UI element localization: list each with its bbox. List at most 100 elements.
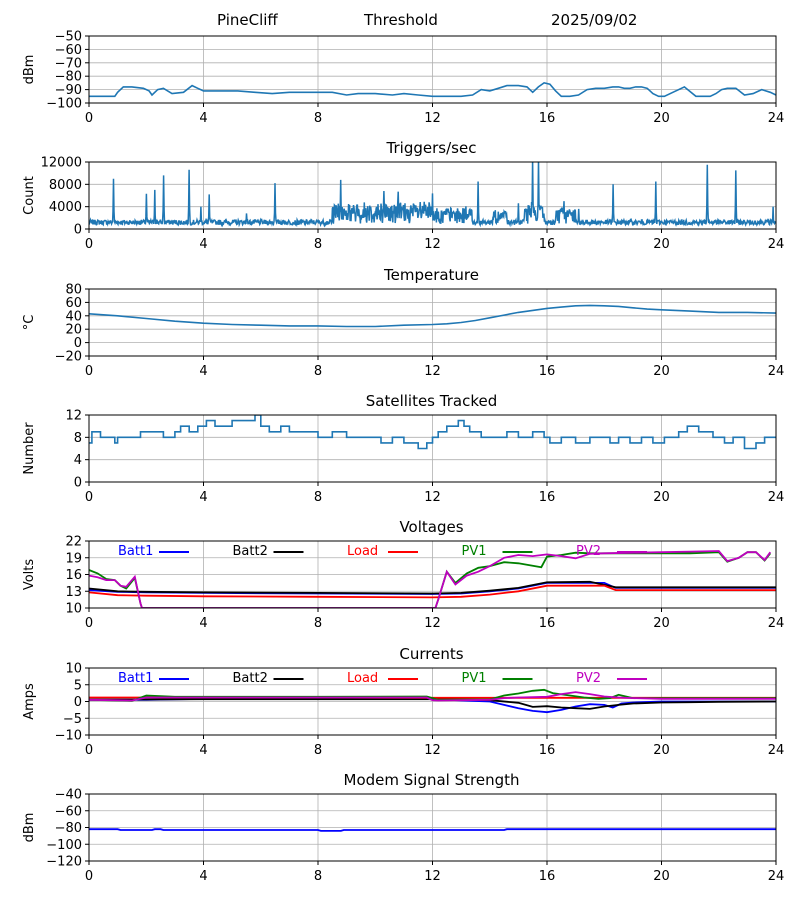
temperature-title: Temperature xyxy=(383,266,479,284)
triggers-ytick-label: 12000 xyxy=(41,156,82,171)
triggers-ytick-label: 0 xyxy=(74,223,82,238)
temperature-ytick-label: −20 xyxy=(55,350,82,365)
rssi-xtick-label: 16 xyxy=(539,111,556,126)
currents-series-batt2-1 xyxy=(89,698,776,710)
triggers-ytick-label: 4000 xyxy=(49,200,82,215)
temperature-xtick-label: 4 xyxy=(199,364,207,379)
voltages-ytick-label: 13 xyxy=(65,585,82,600)
modem-ytick-label: −40 xyxy=(55,788,82,803)
voltages-ytick-label: 16 xyxy=(65,568,82,583)
voltages-xtick-label: 4 xyxy=(199,616,207,631)
temperature-ylabel: °C xyxy=(22,315,37,331)
voltages-series-batt2-1 xyxy=(89,580,776,595)
voltages-xtick-label: 8 xyxy=(314,616,322,631)
satellites-xtick-label: 16 xyxy=(539,490,556,505)
triggers-plot-area xyxy=(89,162,776,228)
satellites-ytick-label: 4 xyxy=(74,453,82,468)
currents-legend-pv1-label: PV1 xyxy=(462,671,487,686)
satellites-series-line-0 xyxy=(89,415,776,450)
voltages-plot-area xyxy=(89,550,776,608)
currents-xtick-label: 24 xyxy=(768,743,785,758)
currents-ytick-label: −5 xyxy=(63,712,82,727)
temperature-ytick-label: 0 xyxy=(74,336,82,351)
satellites-xtick-label: 12 xyxy=(424,490,441,505)
currents-xtick-label: 0 xyxy=(85,743,93,758)
triggers-xtick-label: 20 xyxy=(653,237,670,252)
temperature-ytick-label: 60 xyxy=(65,296,82,311)
triggers-xtick-label: 4 xyxy=(199,237,207,252)
triggers-xtick-label: 0 xyxy=(85,237,93,252)
modem-xtick-label: 4 xyxy=(199,869,207,884)
triggers-ylabel: Count xyxy=(22,176,37,215)
rssi-ytick-label: −80 xyxy=(55,70,82,85)
satellites-xtick-label: 8 xyxy=(314,490,322,505)
voltages-legend-pv1-label: PV1 xyxy=(462,544,487,559)
modem-xtick-label: 0 xyxy=(85,869,93,884)
modem-plot-area xyxy=(89,828,776,832)
currents-title: Currents xyxy=(399,645,463,663)
temperature-plot-area xyxy=(89,304,776,328)
header-site: PineCliff xyxy=(217,11,278,29)
voltages-ytick-label: 22 xyxy=(65,535,82,550)
rssi-ylabel: dBm xyxy=(22,55,37,85)
currents-plot-area xyxy=(89,688,776,714)
modem-xtick-label: 8 xyxy=(314,869,322,884)
voltages-legend-pv2-label: PV2 xyxy=(576,544,601,559)
satellites-ytick-label: 12 xyxy=(65,409,82,424)
modem-ytick-label: −120 xyxy=(46,855,82,870)
modem-title: Modem Signal Strength xyxy=(344,771,520,789)
rssi-series-line-0 xyxy=(89,82,776,98)
currents-xtick-label: 20 xyxy=(653,743,670,758)
currents-series-pv2-4 xyxy=(89,691,776,702)
currents-ylabel: Amps xyxy=(22,683,37,720)
modem-xtick-label: 12 xyxy=(424,869,441,884)
modem-ytick-label: −100 xyxy=(46,838,82,853)
currents-xtick-label: 4 xyxy=(199,743,207,758)
currents-xtick-label: 8 xyxy=(314,743,322,758)
currents-ytick-label: −10 xyxy=(55,729,82,744)
voltages-ytick-label: 10 xyxy=(65,602,82,617)
satellites-xtick-label: 20 xyxy=(653,490,670,505)
temperature-xtick-label: 24 xyxy=(768,364,785,379)
rssi-xtick-label: 20 xyxy=(653,111,670,126)
rssi-xtick-label: 4 xyxy=(199,111,207,126)
voltages-xtick-label: 12 xyxy=(424,616,441,631)
currents-ytick-label: 10 xyxy=(65,662,82,677)
voltages-xtick-label: 20 xyxy=(653,616,670,631)
rssi-plot-area xyxy=(89,82,776,98)
voltages-xtick-label: 0 xyxy=(85,616,93,631)
voltages-legend-batt2-label: Batt2 xyxy=(233,544,268,559)
voltages-series-load-2 xyxy=(89,584,776,599)
satellites-title: Satellites Tracked xyxy=(366,392,497,410)
voltages-ylabel: Volts xyxy=(22,559,37,591)
voltages-series-pv1-3 xyxy=(89,551,772,608)
rssi-ytick-label: −100 xyxy=(46,97,82,112)
rssi-ytick-label: −60 xyxy=(55,43,82,58)
voltages-title: Voltages xyxy=(399,518,463,536)
voltages-xtick-label: 24 xyxy=(768,616,785,631)
temperature-xtick-label: 8 xyxy=(314,364,322,379)
currents-xtick-label: 12 xyxy=(424,743,441,758)
header-date: 2025/09/02 xyxy=(551,11,638,29)
voltages-xtick-label: 16 xyxy=(539,616,556,631)
temperature-ytick-label: 20 xyxy=(65,323,82,338)
rssi-xtick-label: 12 xyxy=(424,111,441,126)
modem-xtick-label: 24 xyxy=(768,869,785,884)
rssi-ytick-label: −70 xyxy=(55,56,82,71)
currents-legend-load-label: Load xyxy=(347,671,378,686)
modem-ytick-label: −80 xyxy=(55,821,82,836)
triggers-series-line xyxy=(89,162,776,228)
header-mode: Threshold xyxy=(364,11,438,29)
currents-legend-batt1-label: Batt1 xyxy=(118,671,153,686)
modem-xtick-label: 16 xyxy=(539,869,556,884)
satellites-xtick-label: 24 xyxy=(768,490,785,505)
triggers-xtick-label: 24 xyxy=(768,237,785,252)
satellites-xtick-label: 4 xyxy=(199,490,207,505)
rssi-xtick-label: 0 xyxy=(85,111,93,126)
currents-legend-pv2-label: PV2 xyxy=(576,671,601,686)
satellites-ylabel: Number xyxy=(22,422,37,475)
modem-ylabel: dBm xyxy=(22,813,37,843)
temperature-xtick-label: 12 xyxy=(424,364,441,379)
triggers-xtick-label: 8 xyxy=(314,237,322,252)
